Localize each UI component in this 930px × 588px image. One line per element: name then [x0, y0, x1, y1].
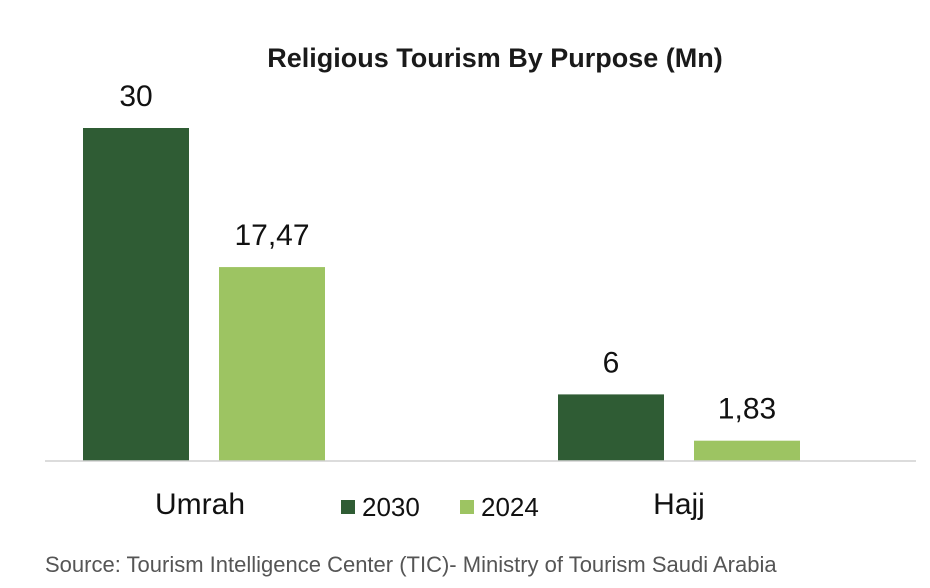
value-label-umrah-2024: 17,47: [234, 219, 309, 252]
bar-umrah-2030: [83, 128, 189, 461]
legend: 2030 2024: [341, 492, 539, 522]
category-label-umrah: Umrah: [155, 488, 245, 521]
legend-swatch-2030: [341, 500, 355, 514]
bars-group: [83, 128, 800, 461]
bar-umrah-2024: [219, 267, 325, 461]
chart-title: Religious Tourism By Purpose (Mn): [267, 43, 723, 73]
legend-swatch-2024: [460, 500, 474, 514]
value-label-umrah-2030: 30: [119, 80, 152, 113]
value-labels-group: 30 6 17,47 1,83: [119, 80, 776, 426]
bar-hajj-2024: [694, 440, 800, 461]
category-label-hajj: Hajj: [653, 488, 705, 521]
legend-label-2030: 2030: [362, 492, 420, 522]
value-label-hajj-2030: 6: [603, 346, 620, 379]
bar-hajj-2030: [558, 394, 664, 461]
value-label-hajj-2024: 1,83: [718, 393, 776, 426]
legend-label-2024: 2024: [481, 492, 539, 522]
source-note: Source: Tourism Intelligence Center (TIC…: [45, 552, 777, 577]
